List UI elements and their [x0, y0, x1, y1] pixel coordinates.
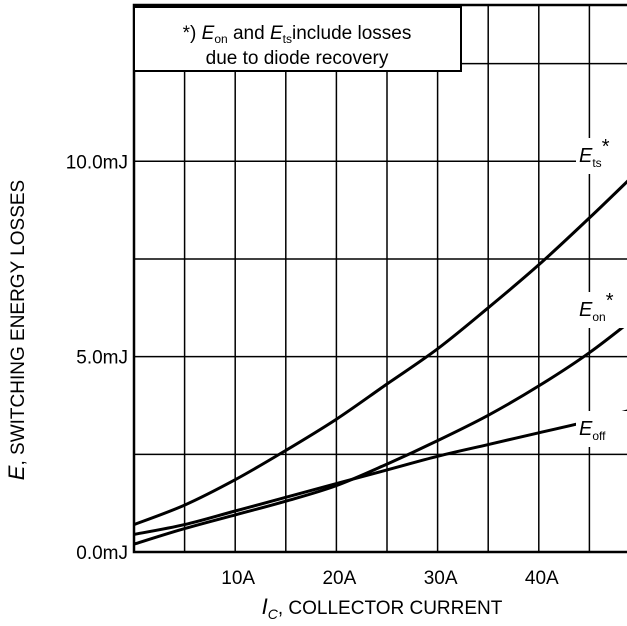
y-tick-label-0: 0.0mJ [76, 543, 128, 564]
curve-off [133, 409, 627, 536]
axis-ticks: 0.0mJ 5.0mJ 10.0mJ 10A 20A 30A 40A [66, 152, 559, 589]
curve-ts [133, 179, 627, 527]
plot-frame [132, 3, 627, 554]
series-label-on: Eon* [579, 290, 614, 324]
x-tick-label-0: 10A [221, 568, 255, 589]
annotation-line-1: *) Eon and Etsinclude losses [183, 23, 412, 46]
y-axis-label: E, SWITCHING ENERGY LOSSES [4, 180, 29, 480]
y-tick-label-2: 10.0mJ [66, 152, 128, 173]
series-label-bg-ts [576, 138, 627, 174]
grid-lines [134, 5, 627, 552]
curve-on [133, 322, 627, 546]
y-tick-label-1: 5.0mJ [76, 348, 128, 369]
x-tick-label-1: 20A [322, 568, 356, 589]
series-label-ts: Ets* [579, 136, 610, 170]
annotation-line-2: due to diode recovery [206, 48, 389, 69]
annotation-box: *) Eon and Etsinclude losses due to diod… [133, 6, 462, 72]
x-tick-label-3: 40A [525, 568, 559, 589]
series-label-off: Eoff [579, 418, 606, 443]
x-axis-label: IC, COLLECTOR CURRENT [262, 594, 503, 622]
x-tick-label-2: 30A [424, 568, 458, 589]
series-label-bg-on [576, 292, 627, 328]
series-label-bg-off [576, 411, 627, 447]
series-labels: Ets* Eon* Eoff [576, 136, 627, 447]
curves [133, 179, 627, 546]
